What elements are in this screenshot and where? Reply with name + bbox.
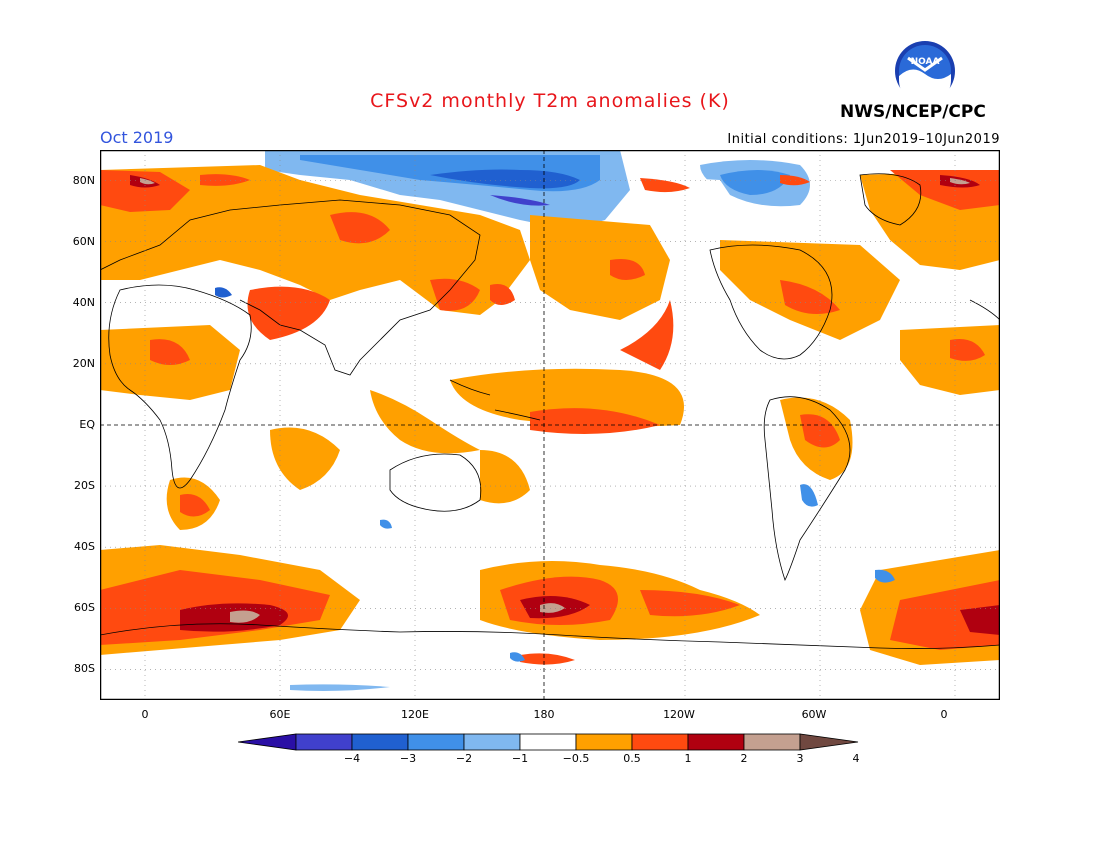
colorbar-segment [519, 733, 577, 751]
lon-label: 120E [401, 708, 429, 721]
period-label: Oct 2019 [100, 128, 174, 147]
colorbar-segment [575, 733, 633, 751]
colorbar-label: 0.5 [623, 752, 641, 765]
lon-label: 180 [533, 708, 555, 721]
cold-anomaly-arctic [265, 150, 810, 230]
lat-label: 40N [72, 296, 95, 309]
colorbar-label: −3 [399, 752, 417, 765]
colorbar-segment [743, 733, 801, 751]
lon-label: 0 [940, 708, 948, 721]
lat-label: 40S [74, 540, 95, 553]
anomaly-map [100, 150, 1000, 700]
colorbar-label: 2 [740, 752, 748, 765]
lat-label: 60N [72, 235, 95, 248]
colorbar-label: 4 [852, 752, 860, 765]
lon-label: 60W [801, 708, 827, 721]
colorbar-segment [295, 733, 353, 751]
colorbar-segment [687, 733, 745, 751]
lat-label: 60S [74, 601, 95, 614]
map-title: CFSv2 monthly T2m anomalies (K) [370, 90, 730, 112]
colorbar-label: −4 [343, 752, 361, 765]
colorbar-label: −1 [511, 752, 529, 765]
colorbar-segment [631, 733, 689, 751]
lon-label: 120W [663, 708, 695, 721]
gridlines [100, 150, 1000, 700]
colorbar-segment [463, 733, 521, 751]
warm-anomaly-northern [100, 165, 1000, 340]
lon-label: 0 [141, 708, 149, 721]
initial-conditions-label: Initial conditions: 1Jun2019–10Jun2019 [727, 132, 1000, 147]
colorbar-segment [407, 733, 465, 751]
lat-label: 80S [74, 662, 95, 675]
colorbar-segment [351, 733, 409, 751]
colorbar-arrow-high [799, 733, 859, 751]
noaa-logo-icon: NOAA [895, 41, 955, 102]
lat-label: 20S [74, 479, 95, 492]
lat-label: 20N [72, 357, 95, 370]
colorbar-label: −2 [455, 752, 473, 765]
lon-label: 60E [269, 708, 291, 721]
colorbar-label: 3 [796, 752, 804, 765]
colorbar [238, 733, 859, 751]
map-frame [100, 150, 1000, 700]
warm-anomaly-southern-ocean [100, 545, 1000, 665]
cold-anomaly-spots [215, 287, 895, 691]
lat-label: EQ [79, 418, 95, 431]
logo-text: NOAA [911, 57, 940, 67]
colorbar-arrow-low [238, 733, 297, 751]
agency-label: NWS/NCEP/CPC [840, 102, 986, 122]
colorbar-label: −0.5 [562, 752, 590, 765]
warm-anomaly-tropics [100, 300, 1000, 530]
coastlines [100, 173, 1000, 649]
lat-label: 80N [72, 174, 95, 187]
colorbar-label: 1 [684, 752, 692, 765]
